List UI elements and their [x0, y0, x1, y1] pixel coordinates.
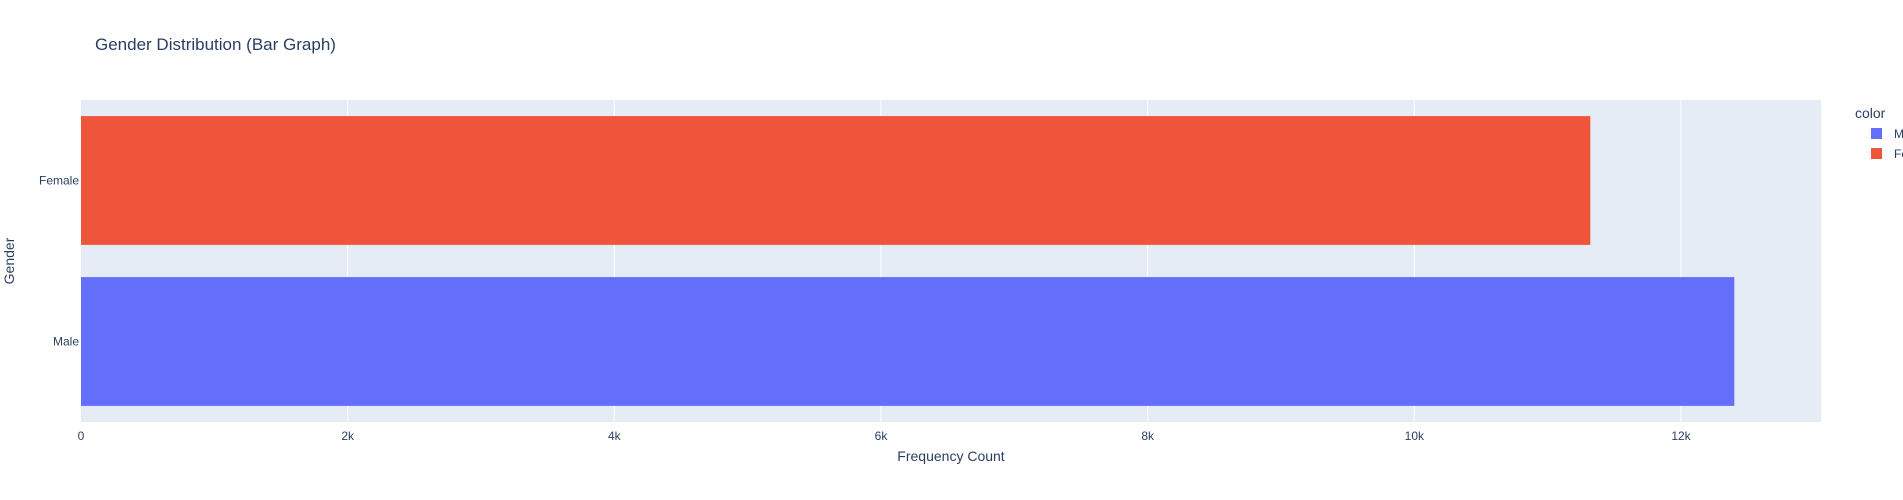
- x-tick-label: 10k: [1405, 429, 1425, 443]
- bar-male[interactable]: [81, 277, 1735, 406]
- bars: [81, 116, 1735, 406]
- legend-label[interactable]: Female: [1894, 147, 1903, 161]
- bar-female[interactable]: [81, 116, 1591, 245]
- legend: color Male Female: [1855, 105, 1903, 161]
- x-tick-label: 2k: [341, 429, 355, 443]
- y-axis-ticks: Male Female: [39, 174, 79, 349]
- x-tick-label: 6k: [875, 429, 889, 443]
- legend-title: color: [1855, 105, 1886, 121]
- x-tick-label: 0: [78, 429, 85, 443]
- chart-title: Gender Distribution (Bar Graph): [95, 35, 336, 54]
- legend-label[interactable]: Male: [1894, 127, 1903, 141]
- legend-swatch[interactable]: [1871, 148, 1882, 159]
- legend-items: Male Female: [1871, 127, 1903, 161]
- y-axis-title: Gender: [1, 237, 17, 284]
- legend-swatch[interactable]: [1871, 128, 1882, 139]
- x-axis-title: Frequency Count: [897, 448, 1005, 464]
- x-tick-label: 12k: [1671, 429, 1691, 443]
- y-tick-label: Female: [39, 174, 79, 188]
- x-axis-ticks: 0 2k 4k 6k 8k 10k 12k: [78, 429, 1692, 443]
- y-tick-label: Male: [53, 335, 79, 349]
- x-tick-label: 8k: [1141, 429, 1155, 443]
- x-tick-label: 4k: [608, 429, 622, 443]
